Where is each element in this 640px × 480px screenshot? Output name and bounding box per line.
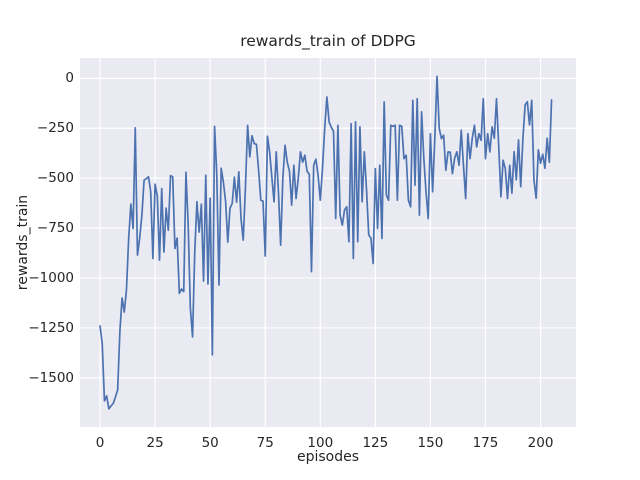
x-tick-label: 0 [95, 435, 105, 451]
x-tick-label: 50 [201, 435, 219, 451]
line-plot-canvas [80, 58, 576, 427]
y-tick-label: −500 [36, 170, 74, 187]
x-tick-label: 175 [472, 435, 499, 451]
chart-title: rewards_train of DDPG [240, 32, 416, 50]
y-tick-label: −750 [36, 220, 74, 237]
y-tick-label: −1500 [28, 369, 74, 386]
y-tick-label: −1250 [28, 319, 74, 336]
rewards-line-series [99, 75, 553, 410]
x-tick-label: 25 [146, 435, 164, 451]
x-tick-label: 125 [362, 435, 389, 451]
x-tick-label: 200 [527, 435, 554, 451]
y-tick-label: 0 [65, 70, 74, 87]
x-tick-label: 75 [256, 435, 274, 451]
x-tick-label: 150 [417, 435, 444, 451]
x-tick-label: 100 [307, 435, 334, 451]
x-axis-label: episodes [296, 449, 360, 465]
y-tick-label: −250 [36, 120, 74, 137]
plot-area [80, 58, 576, 427]
y-tick-label: −1000 [28, 270, 74, 287]
